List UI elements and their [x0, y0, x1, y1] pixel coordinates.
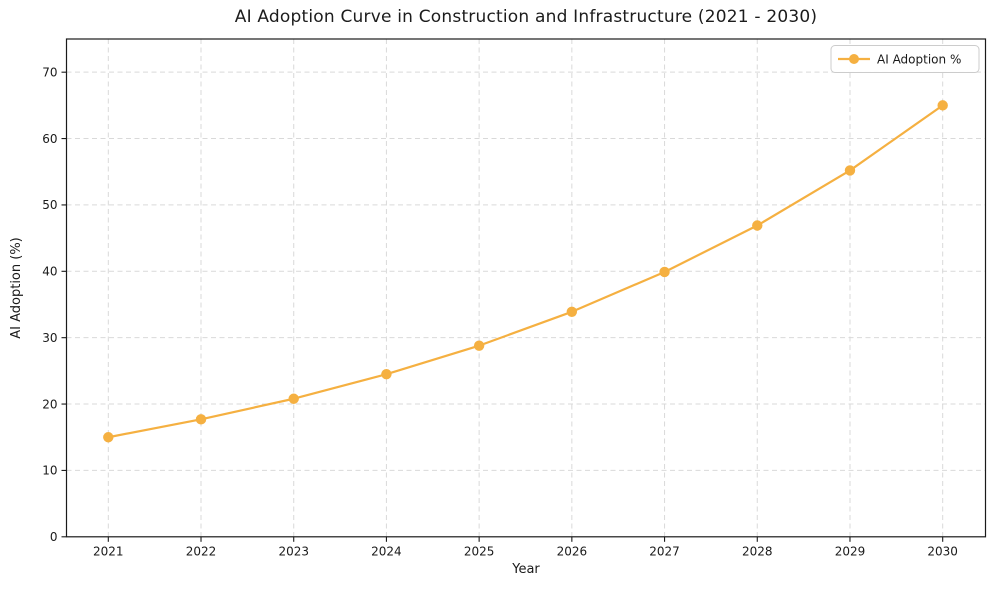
legend-box [830, 45, 980, 73]
y-tick-label: 30 [42, 331, 57, 345]
y-tick-label: 60 [42, 132, 57, 146]
axes-spines [65, 38, 987, 538]
data-point-2024 [381, 368, 392, 380]
x-tick-label: 2030 [927, 544, 958, 558]
x-tick-label: 2024 [371, 544, 402, 558]
x-tick-label: 2027 [649, 544, 680, 558]
x-tick-label: 2021 [93, 544, 124, 558]
data-point-2029 [844, 165, 856, 176]
legend-label: AI Adoption % [877, 52, 961, 66]
chart-title: AI Adoption Curve in Construction and In… [234, 7, 818, 27]
x-tick-label: 2026 [557, 544, 588, 558]
series-line [107, 104, 944, 439]
data-point-2028 [752, 220, 763, 231]
x-tick-label: 2025 [464, 544, 495, 558]
x-tick-label: 2029 [835, 544, 866, 558]
legend-marker-dot [849, 54, 859, 64]
data-point-2025 [473, 340, 485, 351]
x-tick-label: 2022 [186, 544, 217, 558]
data-point-2023 [288, 393, 299, 404]
y-tick-label: 10 [42, 464, 57, 478]
legend: AI Adoption % [830, 45, 980, 73]
x-tick-label: 2023 [278, 544, 309, 558]
y-tick-label: 40 [42, 265, 57, 279]
data-point-2026 [566, 306, 578, 317]
data-point-2021 [103, 432, 114, 443]
data-point-2030 [937, 100, 948, 111]
x-tick-label: 2028 [742, 544, 773, 558]
y-axis-label: AI Adoption (%) [9, 237, 24, 339]
data-point-2022 [195, 414, 207, 425]
y-tick-label: 0 [50, 530, 58, 544]
x-axis-label: Year [512, 562, 540, 577]
y-tick-label: 70 [42, 65, 57, 79]
y-tick-label: 20 [42, 397, 57, 411]
data-point-2027 [659, 266, 670, 278]
y-tick-label: 50 [42, 198, 57, 212]
